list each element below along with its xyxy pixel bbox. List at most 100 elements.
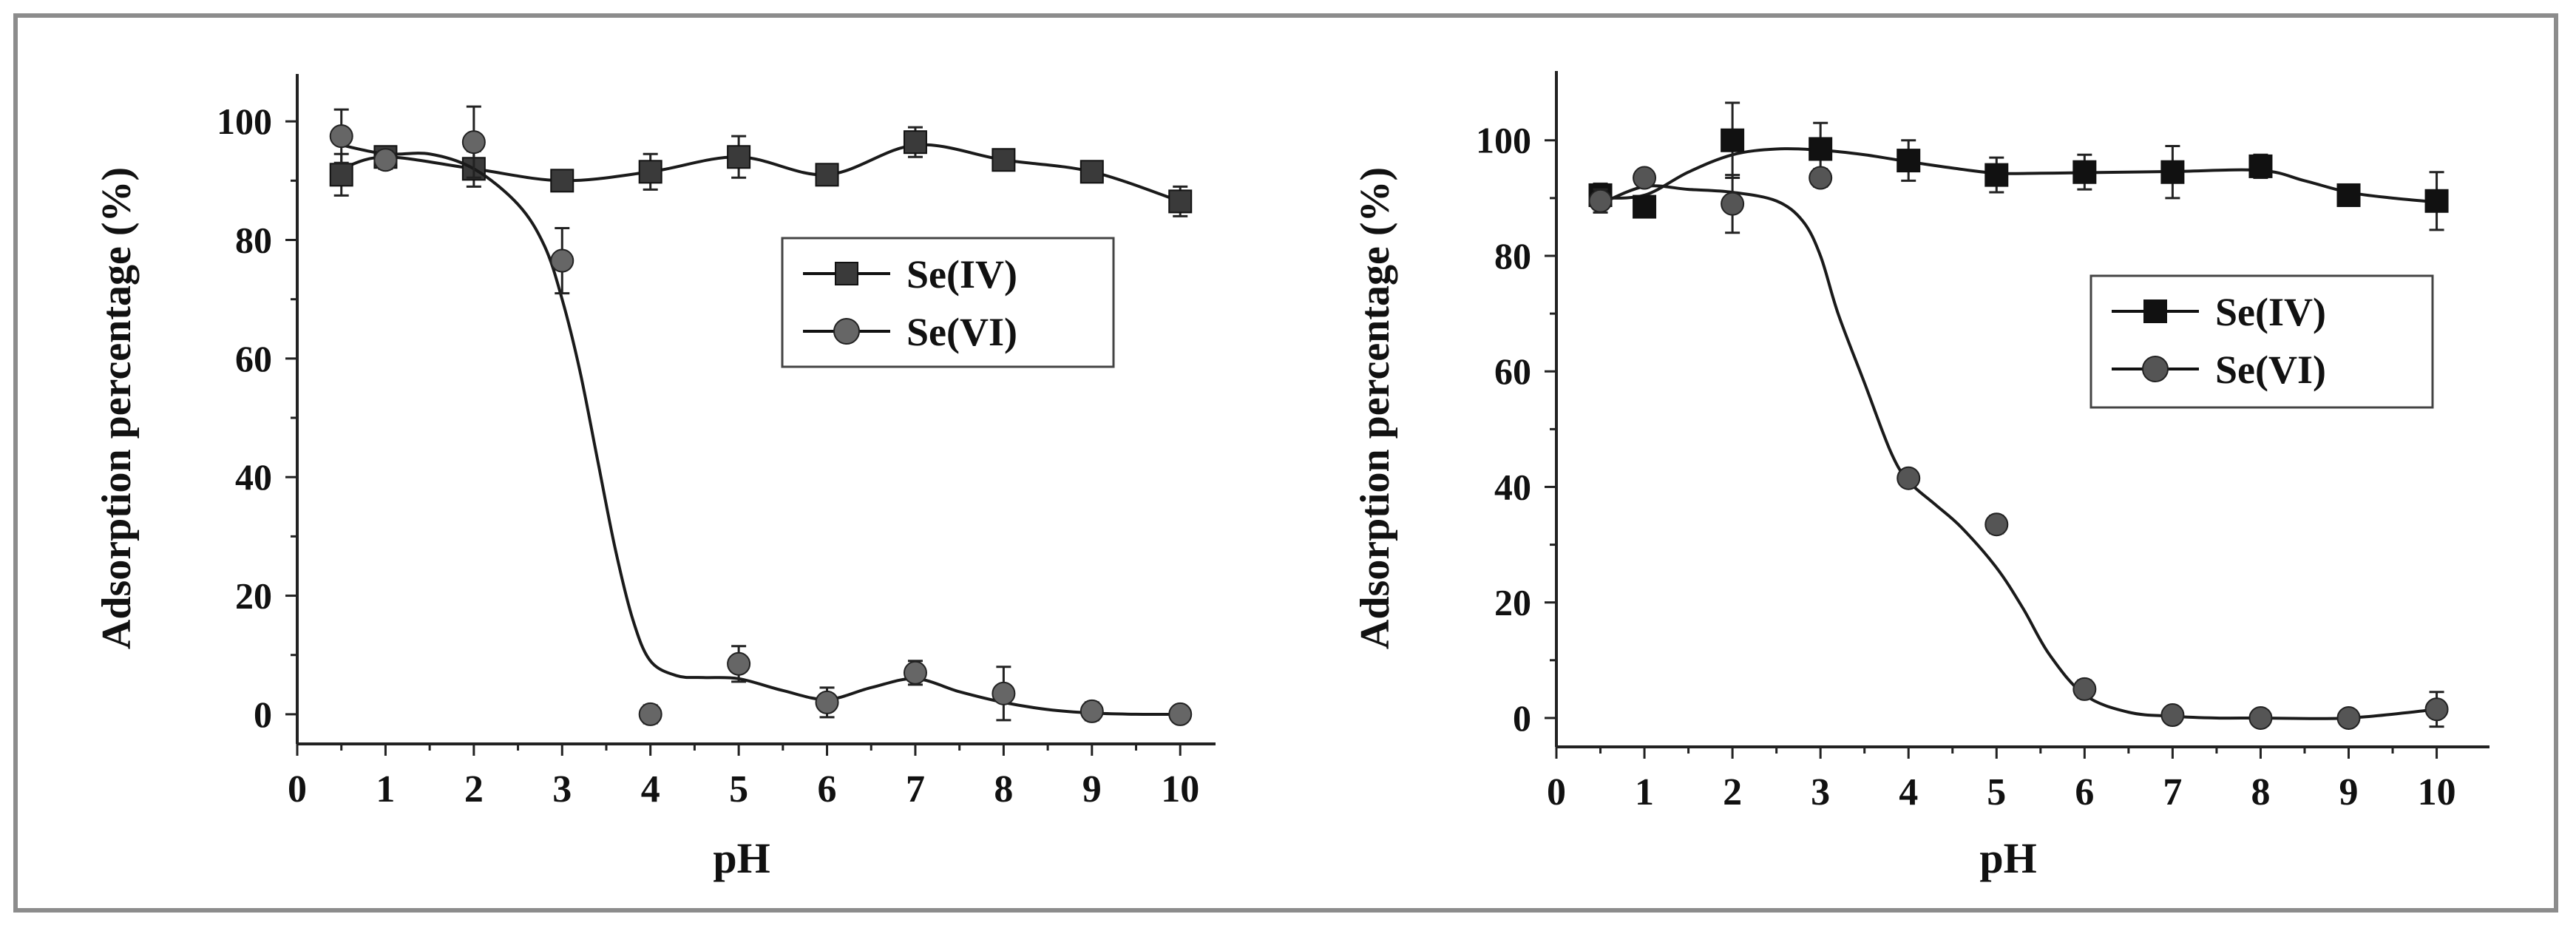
y-tick-label: 80: [235, 219, 272, 260]
x-tick-label: 5: [729, 768, 748, 810]
x-tick-label: 9: [2339, 771, 2359, 813]
data-point: [992, 681, 1016, 705]
legend-marker: [2142, 356, 2169, 382]
legend-label: Se(VI): [906, 310, 1017, 354]
y-axis-label: Adsorption percentage (%): [1352, 167, 1398, 649]
chart-right: 0 20 40 60 80 100 0 1 2 3 4 5 6 7 8 9 10 pH Adsorption per…: [1352, 71, 2489, 882]
data-point: [992, 148, 1016, 172]
x-axis-label: pH: [1979, 834, 2036, 882]
data-point: [1168, 702, 1193, 726]
data-point: [903, 660, 927, 685]
data-point: [2072, 160, 2097, 184]
data-point: [1079, 160, 1104, 184]
x-tick-label: 3: [552, 768, 572, 810]
data-point: [1079, 699, 1104, 723]
x-tick-label: 6: [818, 768, 837, 810]
x-tick-label: 4: [641, 768, 660, 810]
data-point: [1897, 466, 1921, 490]
data-point: [550, 248, 574, 273]
data-point: [727, 145, 751, 169]
x-tick-label: 0: [1547, 771, 1566, 813]
data-point: [2336, 705, 2361, 730]
x-tick-label: 10: [2418, 771, 2456, 813]
legend-box: [781, 237, 1115, 368]
data-point: [550, 169, 574, 193]
y-tick-label: 60: [235, 338, 272, 379]
x-tick-label: 7: [2163, 771, 2182, 813]
data-point: [1721, 128, 1745, 152]
x-tick-label: 9: [1082, 768, 1102, 810]
data-point: [2248, 154, 2273, 178]
x-axis-label: pH: [713, 834, 770, 882]
legend-box: [2089, 274, 2434, 409]
y-tick-label: 20: [235, 575, 272, 617]
x-tick-label: 4: [1899, 771, 1918, 813]
legend-label: Se(VI): [2215, 348, 2326, 392]
legend: Se(IV) Se(VI): [781, 237, 1115, 368]
x-tick-label: 3: [1811, 771, 1830, 813]
legend-marker: [835, 262, 858, 285]
y-tick-label: 40: [1494, 466, 1531, 507]
data-point: [638, 160, 662, 184]
x-tick-label: 2: [1723, 771, 1742, 813]
x-tick-label: 7: [906, 768, 925, 810]
y-axis-label: Adsorption percentage (%): [94, 167, 140, 649]
x-tick-label: 1: [1635, 771, 1654, 813]
y-tick-label: 100: [1476, 120, 1531, 161]
data-point: [2160, 703, 2185, 728]
fit-curve: [1599, 184, 2437, 720]
x-tick-label: 8: [2251, 771, 2270, 813]
data-point: [1984, 512, 2009, 537]
data-point: [2072, 677, 2097, 701]
x-tick-label: 5: [1987, 771, 2006, 813]
legend-marker: [833, 318, 860, 345]
data-point: [1721, 192, 1745, 216]
x-tick-label: 6: [2075, 771, 2094, 813]
x-tick-label: 0: [288, 768, 307, 810]
x-tick-label: 8: [994, 768, 1013, 810]
data-point: [727, 651, 751, 676]
legend: Se(IV) Se(VI): [2089, 274, 2434, 409]
data-point: [1897, 149, 1921, 173]
data-point: [2424, 189, 2449, 213]
data-point: [2424, 697, 2449, 722]
y-tick-label: 40: [235, 456, 272, 498]
fit-curve: [341, 143, 1181, 717]
y-tick-label: 20: [1494, 582, 1531, 623]
data-point: [329, 163, 353, 187]
chart-left: 0 20 40 60 80 100 0 1 2 3 4 5 6 7 8 9 10 pH Adsorption per…: [94, 74, 1216, 882]
series-se-vi: [1588, 166, 2449, 730]
legend-label: Se(IV): [906, 252, 1017, 297]
data-point: [373, 148, 398, 172]
series-se-vi: [329, 105, 1193, 726]
y-tick-label: 0: [254, 694, 272, 735]
data-point: [2160, 160, 2185, 184]
data-point: [2336, 183, 2361, 207]
data-point: [815, 690, 839, 714]
y-tick-label: 0: [1513, 697, 1531, 739]
data-point: [1809, 166, 1833, 190]
data-point: [1984, 163, 2009, 187]
y-tick-label: 100: [217, 101, 272, 142]
legend-label: Se(IV): [2215, 290, 2326, 334]
x-tick-label: 10: [1161, 768, 1199, 810]
data-point: [1168, 189, 1193, 214]
y-tick-label: 80: [1494, 235, 1531, 277]
data-point: [638, 702, 662, 726]
data-point: [1633, 194, 1657, 219]
x-tick-label: 1: [376, 768, 395, 810]
series-se-iv: [329, 126, 1193, 217]
y-tick-label: 60: [1494, 351, 1531, 392]
data-point: [461, 130, 486, 155]
data-point: [1588, 189, 1613, 213]
data-point: [1633, 166, 1657, 190]
x-tick-label: 2: [464, 768, 484, 810]
series-se-iv: [1588, 101, 2449, 231]
data-point: [2248, 705, 2273, 730]
data-point: [903, 130, 927, 155]
data-point: [1809, 137, 1833, 161]
legend-marker: [2143, 299, 2167, 323]
data-point: [329, 124, 353, 149]
data-point: [815, 163, 839, 187]
